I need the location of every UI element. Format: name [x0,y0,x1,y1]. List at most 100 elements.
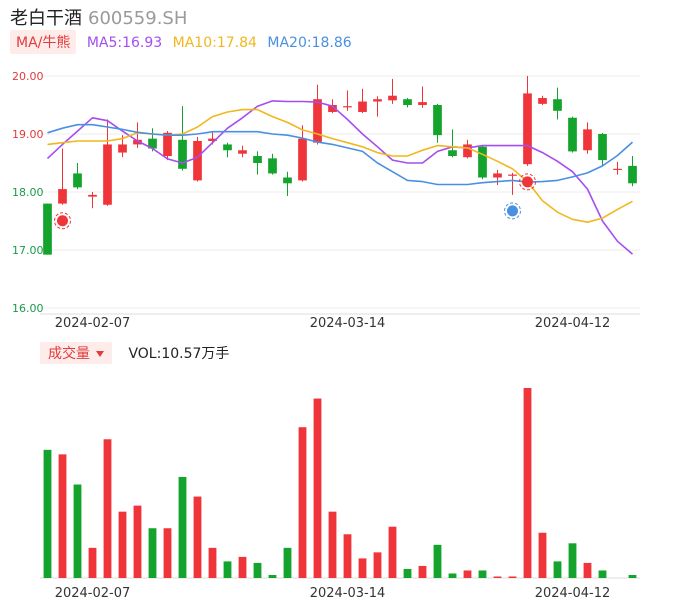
candle-body [73,173,82,188]
stock-title: 老白干酒 600559.SH [10,4,187,30]
volume-bar [283,547,292,578]
candle-body [523,93,532,165]
volume-bar [568,543,577,578]
volume-bar [118,511,127,578]
volume-bar [628,574,637,578]
candle-body [553,99,562,111]
stock-code: 600559.SH [88,8,188,29]
volume-bar [133,505,142,578]
candle-body [313,99,322,143]
x-tick-label: 2024-02-07 [55,316,131,331]
candle-body [373,99,382,102]
volume-bar [73,484,82,578]
candle-body [328,105,337,112]
candle-body [433,105,442,136]
volume-bar [148,528,157,578]
volume-bar [193,496,202,578]
volume-bar [313,398,322,578]
volume-bar [598,570,607,578]
ma20-line [47,123,634,186]
signal-marker-dot [522,176,533,188]
volume-bar [88,547,97,578]
candle-body [283,177,292,184]
volume-bar [418,565,427,578]
volume-bar [508,576,517,578]
candle-body [358,101,367,112]
candle-body [118,144,127,153]
candle-body [298,138,307,181]
volume-bar [538,532,547,578]
volume-bar [373,552,382,578]
candle-body [388,95,397,101]
candle-body [583,129,592,151]
volume-bar [268,574,277,578]
candle-body [598,134,607,161]
volume-bar [43,449,52,578]
signal-marker-ring [54,212,71,230]
volume-bar [163,528,172,578]
signal-marker-ring [504,202,521,220]
candle-body [463,144,472,158]
signal-marker-dot [57,215,68,227]
volume-bar [403,568,412,578]
volume-bar [493,576,502,578]
candle-body [178,139,187,169]
candle-body [133,139,142,145]
candle-body [613,168,622,170]
y-tick-label: 20.00 [12,70,44,83]
ma10-legend-item: MA10:17.84 [172,35,257,51]
candle-body [208,138,217,141]
volume-bar [478,570,487,578]
candle-body [418,102,427,105]
signal-marker-ring [519,173,536,191]
volume-bar [328,511,337,578]
volume-bar [553,561,562,578]
volume-value-label: VOL:10.57万手 [128,346,230,362]
caret-down-icon [96,351,104,357]
signal-marker-icon [54,212,71,230]
candle-body [103,144,112,205]
volume-dropdown-label: 成交量 [48,346,90,362]
volume-bar [463,570,472,578]
candle-body [568,117,577,152]
volume-x-tick-label: 2024-03-14 [310,586,386,601]
y-tick-label: 17.00 [12,244,44,257]
candle-body [508,174,517,176]
candle-body [43,203,52,255]
candle-body [58,189,67,204]
candle-body [538,98,547,104]
volume-indicator-dropdown[interactable]: 成交量 [40,342,112,364]
candle-body [493,173,502,178]
candle-body [88,194,97,197]
volume-bar [343,534,352,578]
volume-bar [223,561,232,578]
x-tick-label: 2024-04-12 [535,316,611,331]
candle-body [238,150,247,154]
volume-x-tick-label: 2024-02-07 [55,586,131,601]
candle-body [163,132,172,157]
volume-x-tick-label: 2024-04-12 [535,586,611,601]
ma-toggle-button[interactable]: MA/牛熊 [10,30,77,54]
candle-body [448,150,457,157]
signal-marker-dot [507,205,518,217]
y-tick-label: 19.00 [12,128,44,141]
y-tick-label: 18.00 [12,186,44,199]
volume-bar [298,427,307,578]
x-tick-label: 2024-03-14 [310,316,386,331]
volume-bar [58,454,67,578]
candle-body [148,138,157,149]
volume-bar [388,526,397,578]
signal-marker-icon [504,202,521,220]
candle-body [268,158,277,174]
volume-bar [523,388,532,578]
candle-body [343,106,352,108]
volume-legend: 成交量 VOL:10.57万手 [40,342,230,364]
ma5-legend-item: MA5:16.93 [86,35,163,51]
candle-body [223,144,232,151]
volume-bar [178,476,187,578]
candle-body [403,99,412,105]
candle-body [478,146,487,178]
y-tick-label: 16.00 [12,302,44,315]
volume-bar [208,547,217,578]
